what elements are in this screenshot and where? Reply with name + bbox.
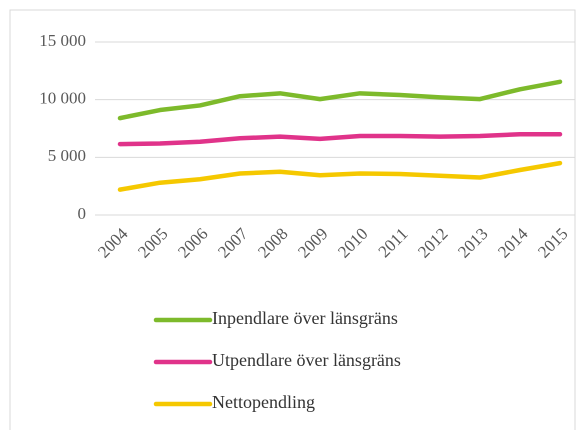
legend-label: Nettopendling [212,392,315,412]
chart-border [9,9,576,430]
x-tick-label: 2011 [375,224,412,261]
y-tick-label: 5 000 [48,146,86,165]
x-tick-label: 2008 [254,224,291,261]
x-tick-label: 2007 [214,224,252,262]
y-tick-label: 10 000 [39,89,86,108]
series-line [117,160,563,192]
x-tick-label: 2013 [454,224,491,261]
x-tick-label: 2009 [294,224,331,261]
x-tick-label: 2006 [174,224,211,261]
y-tick-label: 15 000 [39,31,86,50]
x-tick-label: 2005 [134,224,171,261]
legend-label: Utpendlare över länsgräns [212,350,401,370]
x-tick-label: 2010 [334,224,371,261]
x-tick-label: 2014 [494,224,532,262]
x-tick-label: 2012 [414,224,451,261]
series-line [117,79,563,121]
x-tick-label: 2015 [534,224,571,261]
x-tick-label: 2004 [94,224,132,262]
y-tick-label: 0 [78,204,87,223]
legend-label: Inpendlare över länsgräns [212,308,398,328]
series-line [117,132,563,147]
